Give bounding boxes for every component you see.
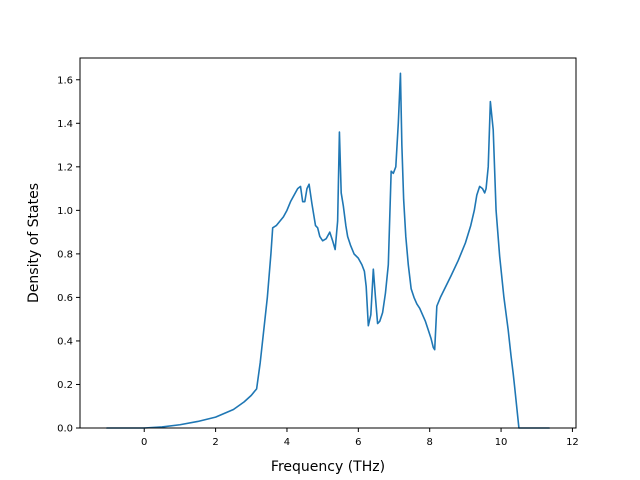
y-tick-label: 1.0 [57, 206, 73, 217]
y-axis-ticks: 0.0 0.2 0.4 0.6 0.8 1.0 1.2 1.4 1.6 [57, 75, 80, 435]
x-tick-label: 8 [427, 437, 433, 448]
y-tick-label: 0.2 [57, 380, 73, 391]
y-tick-label: 1.4 [57, 119, 73, 130]
x-tick-label: 10 [495, 437, 508, 448]
y-tick-label: 1.2 [57, 162, 73, 173]
y-tick-label: 1.6 [57, 75, 73, 86]
y-tick-label: 0.0 [57, 424, 73, 435]
plot-frame [79, 57, 577, 429]
x-axis-ticks: 0 2 4 6 8 10 12 [141, 428, 579, 448]
plot-area [80, 58, 576, 428]
dos-series-line [105, 72, 551, 429]
y-tick-label: 0.4 [57, 336, 73, 347]
x-tick-label: 4 [284, 437, 290, 448]
y-tick-label: 0.6 [57, 293, 73, 304]
x-tick-label: 2 [212, 437, 218, 448]
x-tick-label: 0 [141, 437, 147, 448]
x-axis-label: Frequency (THz) [271, 459, 385, 475]
y-tick-label: 0.8 [57, 249, 73, 260]
x-tick-label: 6 [355, 437, 361, 448]
y-axis-label: Density of States [26, 183, 42, 303]
x-tick-label: 12 [566, 437, 579, 448]
